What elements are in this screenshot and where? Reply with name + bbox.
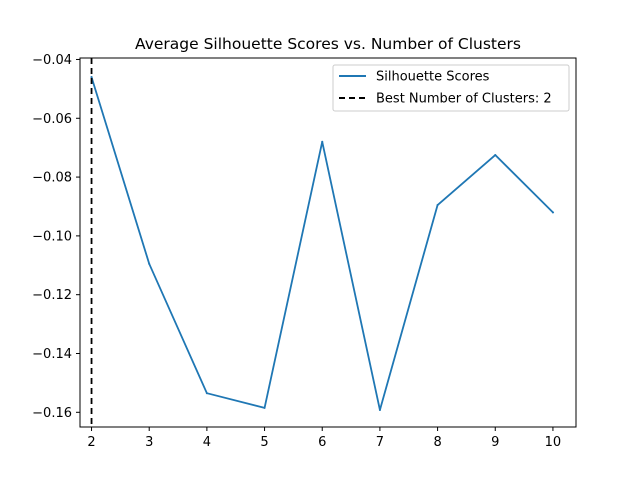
x-tick-label: 10 (545, 435, 562, 450)
chart-title: Average Silhouette Scores vs. Number of … (135, 35, 521, 53)
x-tick-label: 2 (87, 435, 95, 450)
x-tick-label: 8 (433, 435, 441, 450)
y-tick-label: −0.12 (32, 288, 72, 303)
x-tick-label: 6 (318, 435, 326, 450)
axes: 2 3 4 5 6 7 8 9 10 −0.16 −0.14 −0.12 −0.10 −0.08 −0.06… (32, 53, 577, 450)
y-tick-label: −0.10 (32, 229, 72, 244)
x-tick-label: 9 (491, 435, 499, 450)
y-tick-label: −0.06 (32, 112, 72, 127)
data-point (551, 211, 554, 214)
plot-area (90, 58, 555, 427)
data-point (205, 392, 208, 395)
data-point (321, 140, 324, 143)
x-tick-label: 3 (145, 435, 153, 450)
legend: Silhouette Scores Best Number of Cluster… (332, 64, 570, 112)
series-line-0 (90, 75, 555, 411)
data-point (148, 262, 151, 265)
data-point (90, 76, 93, 79)
axes-frame (79, 57, 577, 428)
y-tick-label: −0.08 (32, 171, 72, 186)
data-point (436, 204, 439, 207)
data-point (378, 408, 381, 411)
y-tick-label: −0.16 (32, 406, 72, 421)
legend-box (332, 64, 570, 112)
x-tick-label: 4 (203, 435, 211, 450)
legend-vline-label: Best Number of Clusters: 2 (376, 92, 552, 107)
x-tick-label: 7 (376, 435, 384, 450)
x-tick-label: 5 (260, 435, 268, 450)
legend-series-label: Silhouette Scores (376, 70, 490, 85)
data-point (263, 406, 266, 409)
y-tick-label: −0.14 (32, 347, 72, 362)
data-point (494, 154, 497, 157)
y-tick-label: −0.04 (32, 53, 72, 68)
